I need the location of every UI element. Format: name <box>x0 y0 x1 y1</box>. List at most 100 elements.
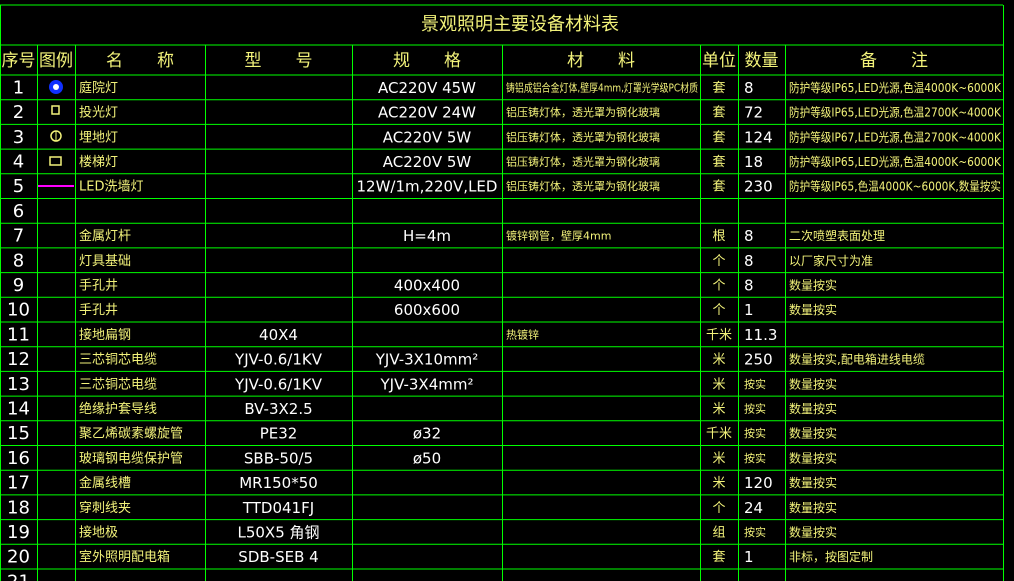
no-cell: 13 <box>7 374 30 395</box>
note-cell: 数量按实 <box>789 426 837 441</box>
qty-cell: 230 <box>744 178 773 196</box>
qty-cell: 8 <box>744 227 754 245</box>
name-cell: LED洗墙灯 <box>79 180 143 195</box>
note-cell: 防护等级IP65,LED光源,色温2700K~4000K <box>789 105 1002 120</box>
qty-cell: 250 <box>744 351 773 369</box>
name-cell: 灯具基础 <box>79 254 131 269</box>
qty-cell: 8 <box>744 79 754 97</box>
note-cell: 非标，按图定制 <box>789 549 873 564</box>
name-cell: 庭院灯 <box>79 80 118 96</box>
qty-cell: 8 <box>744 252 754 270</box>
note-cell: 防护等级IP65,色温4000K~6000K,数量按实 <box>789 179 1001 194</box>
note-cell: 数量按实 <box>789 277 837 292</box>
material-cell: 铝压铸灯体，透光罩为钢化玻璃 <box>506 154 660 168</box>
spec-cell: AC220V 5W <box>383 153 472 171</box>
qty-cell: 120 <box>744 474 773 492</box>
spec-cell: YJV-3X10mm² <box>375 351 479 369</box>
name-cell: 接地扁钢 <box>79 327 131 343</box>
model-cell: SDB-SEB 4 <box>238 548 318 566</box>
model-cell: YJV-0.6/1KV <box>234 375 323 393</box>
name-cell: 三芯铜芯电缆 <box>79 352 157 368</box>
icon-stair-light <box>49 156 62 166</box>
name-cell: 金属线槽 <box>79 475 131 491</box>
no-cell: 5 <box>13 176 24 197</box>
unit-cell: 个 <box>712 501 725 516</box>
qty-cell: 按实 <box>744 426 766 440</box>
note-cell: 数量按实 <box>789 302 837 317</box>
no-cell: 11 <box>7 324 30 345</box>
no-cell: 7 <box>13 226 24 247</box>
no-cell: 21 <box>7 571 30 581</box>
material-cell: 铸铝成铝合金灯体,壁厚4mm,灯罩光学级PC材质 <box>506 80 698 94</box>
name-cell: 穿刺线夹 <box>79 500 131 516</box>
unit-cell: 套 <box>712 80 725 96</box>
unit-cell: 千米 <box>706 328 732 343</box>
note-cell: 防护等级IP67,LED光源,色温2700K~4000K <box>789 129 1002 144</box>
no-cell: 6 <box>13 201 24 222</box>
name-cell: 三芯铜芯电缆 <box>79 376 157 392</box>
header-cell: 单位 <box>702 51 736 71</box>
spec-cell: AC220V 24W <box>378 104 476 122</box>
model-cell: BV-3X2.5 <box>244 400 312 418</box>
unit-cell: 套 <box>712 154 725 170</box>
model-cell: TTD041FJ <box>242 499 314 517</box>
table-title: 景观照明主要设备材料表 <box>421 14 619 35</box>
unit-cell: 套 <box>712 549 725 565</box>
no-cell: 15 <box>7 423 30 444</box>
no-cell: 16 <box>7 448 30 469</box>
note-cell: 数量按实 <box>789 376 837 391</box>
icon-garden-light-core <box>53 84 59 90</box>
unit-cell: 米 <box>712 476 725 491</box>
model-cell: 40X4 <box>259 326 298 344</box>
unit-cell: 千米 <box>706 427 732 442</box>
unit-cell: 个 <box>712 278 725 293</box>
no-cell: 9 <box>13 275 24 296</box>
no-cell: 20 <box>7 547 30 568</box>
unit-cell: 米 <box>712 353 725 368</box>
model-cell: YJV-0.6/1KV <box>234 351 323 369</box>
unit-cell: 个 <box>712 303 725 318</box>
header-cell: 名 称 <box>106 51 174 71</box>
unit-cell: 个 <box>712 254 725 269</box>
no-cell: 3 <box>13 127 24 148</box>
qty-cell: 按实 <box>744 451 766 465</box>
unit-cell: 米 <box>712 402 725 417</box>
name-cell: 投光灯 <box>79 105 118 121</box>
model-cell: SBB-50/5 <box>244 449 313 467</box>
header-cell: 材 料 <box>567 51 635 71</box>
header-cell: 备 注 <box>860 51 928 71</box>
qty-cell: 24 <box>744 499 763 517</box>
note-cell: 数量按实 <box>789 524 837 539</box>
name-cell: 玻璃钢电缆保护管 <box>79 450 183 466</box>
qty-cell: 11.3 <box>744 326 777 344</box>
note-cell: 数量按实 <box>789 450 837 465</box>
qty-cell: 按实 <box>744 377 766 391</box>
no-cell: 17 <box>7 473 30 494</box>
material-cell: 热镀锌 <box>506 327 539 341</box>
qty-cell: 18 <box>744 153 763 171</box>
qty-cell: 1 <box>744 548 754 566</box>
name-cell: 手孔井 <box>79 278 118 293</box>
no-cell: 10 <box>7 300 30 321</box>
spec-cell: 600x600 <box>394 301 460 319</box>
icon-flood-light <box>51 105 60 115</box>
model-cell: MR150*50 <box>239 474 318 492</box>
unit-cell: 套 <box>712 129 725 145</box>
note-cell: 防护等级IP65,LED光源,色温4000K~6000K <box>789 80 1002 95</box>
name-cell: 金属灯杆 <box>79 228 131 244</box>
unit-cell: 米 <box>712 451 725 466</box>
name-cell: 手孔井 <box>79 303 118 318</box>
spec-cell: AC220V 45W <box>378 79 476 97</box>
note-cell: 数量按实 <box>789 401 837 416</box>
no-cell: 18 <box>7 497 30 518</box>
qty-cell: 8 <box>744 276 754 294</box>
material-cell: 铝压铸灯体，透光罩为钢化玻璃 <box>506 179 660 193</box>
unit-cell: 组 <box>712 525 725 540</box>
header-cell: 规 格 <box>393 51 461 71</box>
legend-icons <box>37 80 74 187</box>
no-cell: 14 <box>7 398 30 419</box>
spec-cell: YJV-3X4mm² <box>380 375 474 393</box>
unit-cell: 套 <box>712 105 725 121</box>
model-cell: PE32 <box>260 425 298 443</box>
